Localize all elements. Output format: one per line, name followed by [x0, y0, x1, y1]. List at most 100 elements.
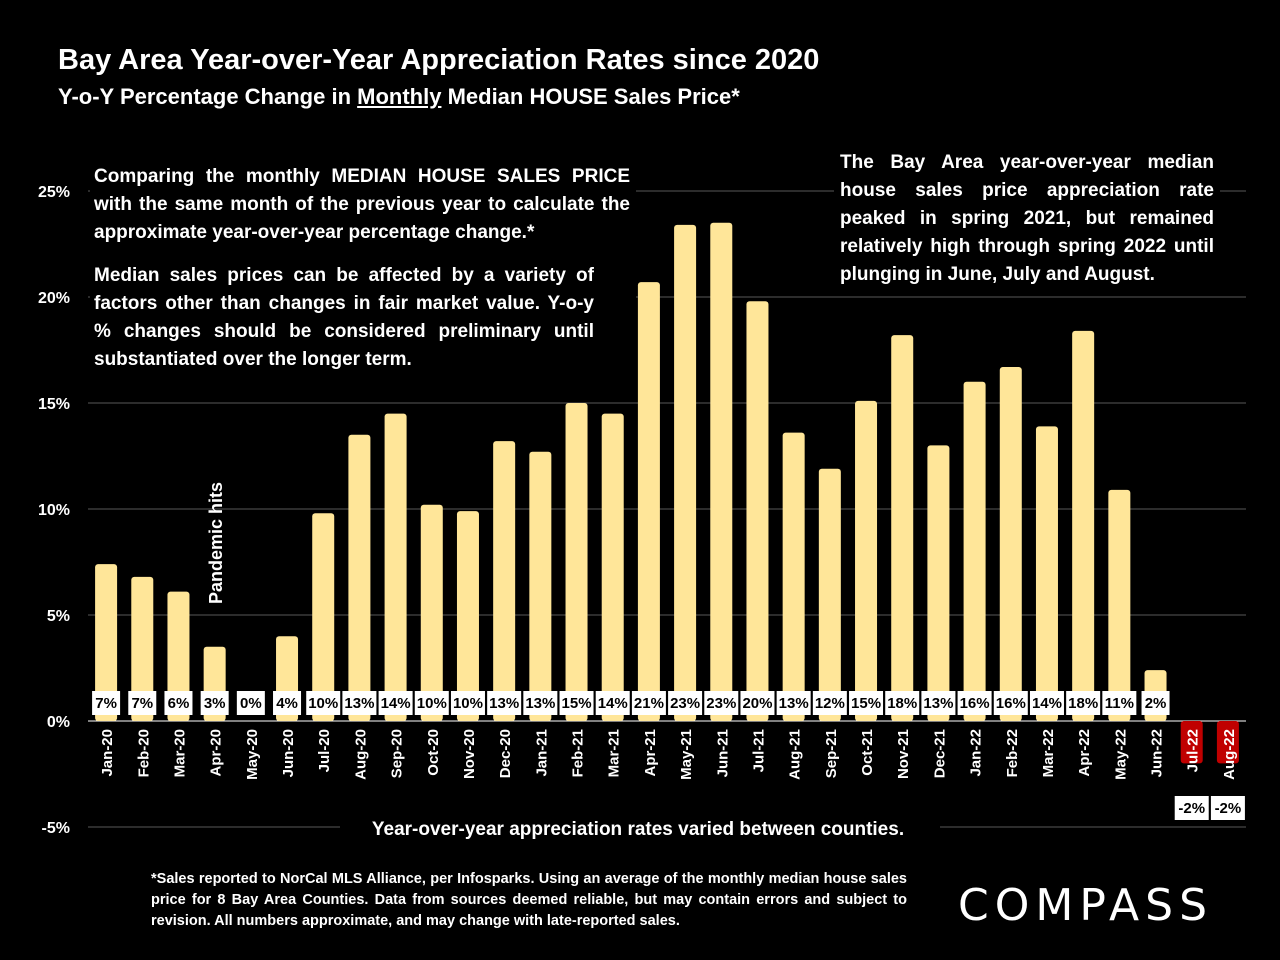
data-label-box [921, 691, 956, 715]
x-tick-label: Aug-20 [352, 729, 369, 780]
bar [131, 576, 154, 721]
x-tick-label: Mar-21 [606, 729, 623, 777]
bar [1180, 721, 1203, 764]
data-label-box [273, 691, 302, 715]
data-label: 7% [95, 695, 117, 712]
data-label-box [704, 691, 739, 715]
data-label-box [1210, 796, 1245, 820]
data-label: 15% [562, 695, 592, 712]
data-label-box [342, 691, 377, 715]
x-tick-label: May-22 [1112, 729, 1129, 780]
bar [855, 400, 878, 721]
data-label-box [1029, 691, 1064, 715]
data-label: 18% [1068, 695, 1098, 712]
note-backdrop [834, 146, 1220, 292]
data-label-box [450, 691, 485, 715]
bar [927, 445, 950, 721]
data-label: 3% [204, 695, 226, 712]
data-label: 13% [923, 695, 953, 712]
x-tick-label: Jan-20 [99, 729, 116, 777]
bar [420, 504, 443, 721]
data-label: -2% [1178, 800, 1205, 817]
x-tick-label: Apr-21 [642, 729, 659, 777]
x-tick-label: Feb-21 [570, 729, 587, 777]
bar [1072, 330, 1095, 721]
x-tick-label: Oct-21 [859, 729, 876, 776]
bar [312, 513, 335, 721]
x-tick-label: May-20 [244, 729, 261, 780]
y-tick-label: 0% [47, 714, 70, 731]
data-label-box [487, 691, 522, 715]
x-tick-label: Dec-21 [931, 729, 948, 778]
data-label: 10% [308, 695, 338, 712]
x-tick-label: Oct-20 [425, 729, 442, 776]
bar [565, 403, 588, 721]
x-tick-label: Sep-20 [389, 729, 406, 778]
subtitle-part-2: Median HOUSE Sales Price* [441, 84, 740, 109]
bar [637, 282, 660, 721]
data-label: 14% [381, 695, 411, 712]
footnote: *Sales reported to NorCal MLS Alliance, … [151, 871, 907, 929]
data-label-box [200, 691, 229, 715]
data-label-box [1102, 691, 1137, 715]
data-label: 7% [131, 695, 153, 712]
x-tick-label: Jun-20 [280, 729, 297, 777]
x-tick-label: Apr-22 [1076, 729, 1093, 777]
data-label: 20% [742, 695, 772, 712]
data-label-box [92, 691, 121, 715]
bar [493, 441, 516, 721]
x-tick-label: Feb-20 [135, 729, 152, 777]
data-label-box [378, 691, 413, 715]
pandemic-annotation: Pandemic hits [206, 482, 226, 604]
x-tick-label: Sep-21 [823, 729, 840, 778]
annotation-backdrop [340, 812, 940, 844]
bar [674, 224, 697, 722]
data-label: 16% [960, 695, 990, 712]
bar [348, 434, 371, 721]
data-label: 14% [1032, 695, 1062, 712]
data-label-box [164, 691, 193, 715]
bar [999, 366, 1022, 721]
y-tick-label: 10% [38, 502, 70, 519]
compass-logo: COMPASS [958, 880, 1213, 931]
x-tick-label: Mar-22 [1040, 729, 1057, 777]
data-label: 18% [887, 695, 917, 712]
subtitle-part-1: Y-o-Y Percentage Change in [58, 84, 358, 109]
data-label-box [631, 691, 666, 715]
data-label: 13% [779, 695, 809, 712]
x-tick-label: Jul-22 [1185, 729, 1202, 772]
data-label: 13% [344, 695, 374, 712]
data-label: 0% [240, 695, 262, 712]
data-label: 15% [851, 695, 881, 712]
bar [818, 468, 841, 721]
x-tick-label: Jun-21 [714, 729, 731, 777]
bar [384, 413, 407, 721]
bar [1216, 721, 1239, 764]
data-label: 10% [417, 695, 447, 712]
x-tick-label: May-21 [678, 729, 695, 780]
x-tick-label: Nov-21 [895, 729, 912, 779]
x-tick-label: Nov-20 [461, 729, 478, 779]
note-peak-summary: The Bay Area year-over-year median house… [840, 152, 1214, 285]
data-label-box [595, 691, 630, 715]
x-tick-label: Apr-20 [208, 729, 225, 777]
x-tick-label: Jan-22 [968, 729, 985, 777]
note-caveat: Median sales prices can be affected by a… [94, 265, 594, 370]
data-label: -2% [1215, 800, 1242, 817]
x-tick-label: Aug-21 [787, 729, 804, 780]
counties-annotation: Year-over-year appreciation rates varied… [372, 819, 904, 840]
chart-title: Bay Area Year-over-Year Appreciation Rat… [58, 44, 820, 76]
data-label: 13% [489, 695, 519, 712]
data-label-box [1141, 691, 1170, 715]
data-label-box [414, 691, 449, 715]
bar [456, 511, 479, 721]
data-label: 12% [815, 695, 845, 712]
data-label-box [849, 691, 884, 715]
data-label-box [523, 691, 558, 715]
bar [1035, 426, 1058, 721]
data-label-box [306, 691, 341, 715]
x-tick-label: Jun-22 [1149, 729, 1166, 777]
x-tick-label: Aug-22 [1221, 729, 1238, 780]
y-tick-label: -5% [42, 820, 70, 837]
